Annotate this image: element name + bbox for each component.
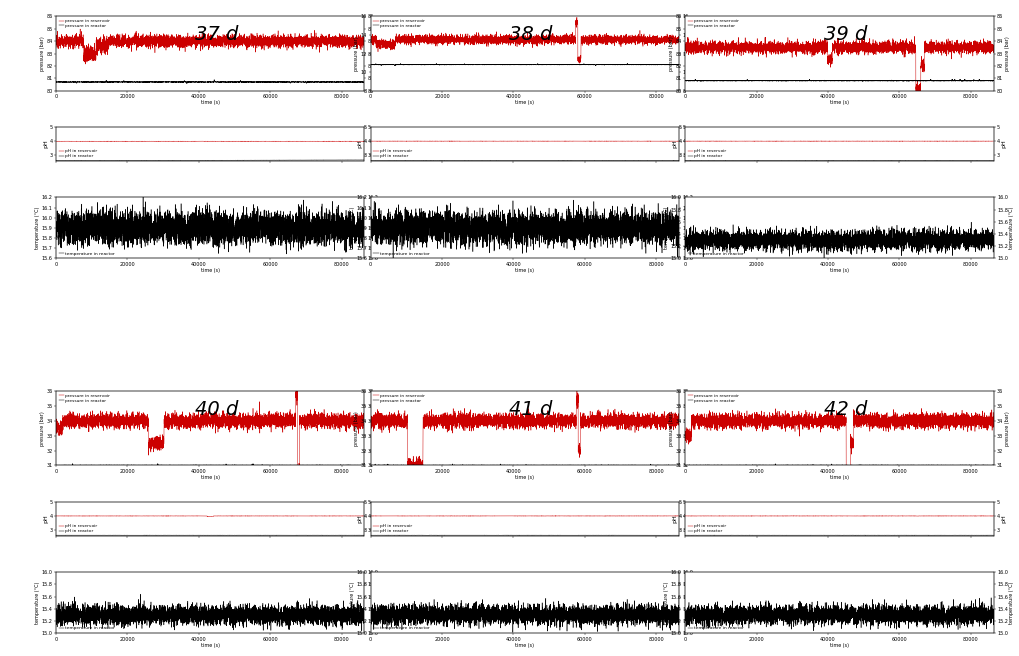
- Legend: pH in reservoir, pH in reactor: pH in reservoir, pH in reactor: [58, 523, 98, 533]
- Y-axis label: pH: pH: [1002, 140, 1007, 148]
- Y-axis label: pH: pH: [372, 140, 377, 148]
- Text: 39 d: 39 d: [823, 26, 867, 45]
- Y-axis label: pH: pH: [43, 514, 48, 523]
- Y-axis label: temperature (°C): temperature (°C): [350, 581, 355, 624]
- Y-axis label: pH: pH: [687, 514, 692, 523]
- Text: 41 d: 41 d: [510, 400, 552, 419]
- Text: 37 d: 37 d: [195, 26, 238, 45]
- Y-axis label: pH: pH: [358, 514, 363, 523]
- Y-axis label: pH: pH: [372, 514, 377, 523]
- Y-axis label: pH: pH: [673, 140, 678, 148]
- Y-axis label: pH: pH: [673, 514, 678, 523]
- Legend: temperature in reactor: temperature in reactor: [58, 626, 115, 631]
- Y-axis label: pressure (bar): pressure (bar): [690, 36, 695, 71]
- Y-axis label: pressure (bar): pressure (bar): [690, 411, 695, 445]
- Legend: pH in reservoir, pH in reactor: pH in reservoir, pH in reactor: [688, 149, 727, 159]
- Y-axis label: temperature (°C): temperature (°C): [380, 581, 385, 624]
- Y-axis label: pH: pH: [687, 140, 692, 148]
- Y-axis label: pressure (bar): pressure (bar): [376, 36, 380, 71]
- Legend: pressure in reservoir, pressure in reactor: pressure in reservoir, pressure in react…: [58, 394, 111, 403]
- Legend: pH in reservoir, pH in reactor: pH in reservoir, pH in reactor: [58, 149, 98, 159]
- Y-axis label: temperature (°C): temperature (°C): [380, 207, 385, 249]
- Y-axis label: pressure (bar): pressure (bar): [669, 36, 674, 71]
- X-axis label: time (s): time (s): [516, 476, 534, 480]
- Y-axis label: pressure (bar): pressure (bar): [376, 411, 380, 445]
- Text: 38 d: 38 d: [510, 26, 552, 45]
- Y-axis label: temperature (°C): temperature (°C): [36, 581, 41, 624]
- Y-axis label: temperature (°C): temperature (°C): [1009, 207, 1014, 249]
- X-axis label: time (s): time (s): [829, 268, 849, 273]
- Y-axis label: pressure (bar): pressure (bar): [669, 411, 674, 445]
- Y-axis label: pH: pH: [358, 140, 363, 148]
- X-axis label: time (s): time (s): [829, 476, 849, 480]
- X-axis label: time (s): time (s): [201, 100, 220, 106]
- Legend: pH in reservoir, pH in reactor: pH in reservoir, pH in reactor: [373, 149, 413, 159]
- Y-axis label: pressure (bar): pressure (bar): [1005, 36, 1010, 71]
- Y-axis label: temperature (°C): temperature (°C): [1009, 581, 1014, 624]
- Y-axis label: temperature (°C): temperature (°C): [664, 581, 669, 624]
- Y-axis label: pressure (bar): pressure (bar): [40, 36, 45, 71]
- Legend: pressure in reservoir, pressure in reactor: pressure in reservoir, pressure in react…: [688, 18, 740, 28]
- Legend: pH in reservoir, pH in reactor: pH in reservoir, pH in reactor: [688, 523, 727, 533]
- Legend: pressure in reservoir, pressure in reactor: pressure in reservoir, pressure in react…: [373, 394, 425, 403]
- Y-axis label: pressure (bar): pressure (bar): [40, 411, 45, 445]
- Legend: temperature in reactor: temperature in reactor: [688, 626, 745, 631]
- Legend: temperature in reactor: temperature in reactor: [688, 251, 745, 256]
- Legend: pressure in reservoir, pressure in reactor: pressure in reservoir, pressure in react…: [688, 394, 740, 403]
- Legend: pressure in reservoir, pressure in reactor: pressure in reservoir, pressure in react…: [373, 18, 425, 28]
- Legend: temperature in reactor: temperature in reactor: [373, 626, 430, 631]
- Y-axis label: temperature (°C): temperature (°C): [664, 207, 669, 249]
- Y-axis label: temperature (°C): temperature (°C): [695, 207, 700, 249]
- Y-axis label: pressure (bar): pressure (bar): [355, 36, 360, 71]
- Legend: pressure in reservoir, pressure in reactor: pressure in reservoir, pressure in react…: [58, 18, 111, 28]
- X-axis label: time (s): time (s): [201, 476, 220, 480]
- Y-axis label: pH: pH: [43, 140, 48, 148]
- X-axis label: time (s): time (s): [516, 643, 534, 648]
- Legend: temperature in reactor: temperature in reactor: [373, 251, 430, 256]
- Y-axis label: pressure (bar): pressure (bar): [355, 411, 360, 445]
- X-axis label: time (s): time (s): [829, 643, 849, 648]
- Legend: temperature in reactor: temperature in reactor: [58, 251, 115, 256]
- Y-axis label: pH: pH: [1002, 514, 1007, 523]
- Text: 42 d: 42 d: [823, 400, 867, 419]
- X-axis label: time (s): time (s): [516, 100, 534, 106]
- Y-axis label: temperature (°C): temperature (°C): [695, 581, 700, 624]
- Y-axis label: temperature (°C): temperature (°C): [350, 207, 355, 249]
- X-axis label: time (s): time (s): [516, 268, 534, 273]
- Y-axis label: pressure (bar): pressure (bar): [1005, 411, 1010, 445]
- Y-axis label: temperature (°C): temperature (°C): [36, 207, 41, 249]
- Text: 40 d: 40 d: [195, 400, 238, 419]
- X-axis label: time (s): time (s): [201, 643, 220, 648]
- Legend: pH in reservoir, pH in reactor: pH in reservoir, pH in reactor: [373, 523, 413, 533]
- X-axis label: time (s): time (s): [829, 100, 849, 106]
- X-axis label: time (s): time (s): [201, 268, 220, 273]
